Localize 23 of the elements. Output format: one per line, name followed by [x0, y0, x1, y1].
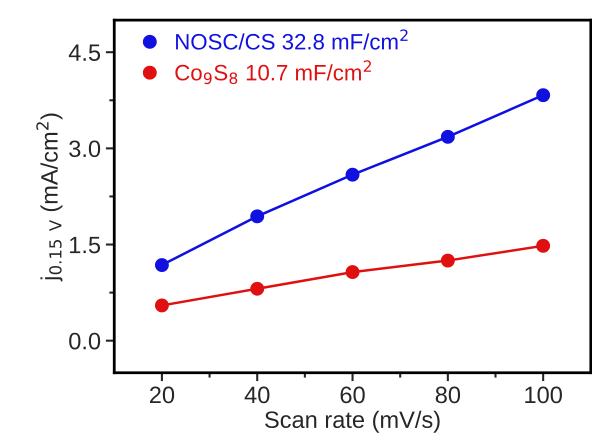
x-tick-label: 40: [244, 386, 270, 404]
point: [154, 258, 169, 272]
point: [536, 238, 550, 253]
y-tick-label: 4.5: [68, 44, 100, 61]
y-axis-title: j$_{0.15 V}$ (mA/cm$^{2}$): [36, 114, 62, 282]
point: [440, 130, 455, 144]
legend-label: Co$_{9}$S$_{8}$ 10.7 mF/cm$^{2}$: [175, 60, 371, 84]
x-tick-label: 60: [340, 386, 365, 404]
point: [536, 88, 550, 102]
x-tick-label: 100: [525, 386, 562, 404]
point: [250, 282, 264, 296]
point: [154, 298, 169, 312]
x-tick-label: 20: [150, 386, 174, 404]
x-tick-label: 80: [436, 386, 460, 404]
x-axis-title: Scan rate (mV/s): [265, 410, 440, 433]
point: [440, 254, 455, 268]
y-tick-label: 1.5: [70, 236, 100, 254]
point: [346, 265, 360, 280]
y-tick-label: 3.0: [69, 140, 100, 158]
point: [346, 168, 360, 182]
point: [250, 209, 264, 224]
legend-label: NOSC/CS 32.8 mF/cm$^{2}$: [176, 29, 408, 50]
y-tick-label: 0.0: [69, 332, 100, 350]
